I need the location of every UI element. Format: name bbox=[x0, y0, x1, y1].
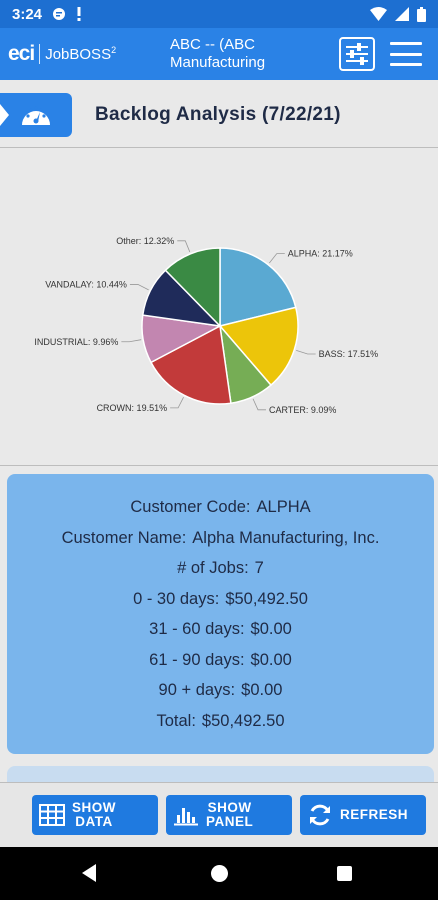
leader-line-alpha bbox=[269, 253, 285, 264]
customer-name-value: Alpha Manufacturing, Inc. bbox=[192, 528, 380, 547]
table-grid-icon bbox=[39, 804, 65, 826]
customer-details-panel: Customer Code: ALPHA Customer Name: Alpha … bbox=[7, 474, 434, 754]
customer-code-value: ALPHA bbox=[256, 498, 311, 516]
slice-label-other: Other: 12.32% bbox=[116, 236, 174, 246]
jobs-row: # of Jobs: 7 bbox=[7, 557, 434, 588]
refresh-label: REFRESH bbox=[340, 807, 409, 822]
total-value: $50,492.50 bbox=[201, 711, 285, 730]
speedometer-icon bbox=[22, 106, 50, 125]
alert-icon bbox=[77, 7, 81, 21]
slice-label-alpha: ALPHA: 21.17% bbox=[288, 249, 353, 259]
company-name: ABC -- (ABC Manufacturing bbox=[170, 36, 320, 72]
chat-notification-icon bbox=[53, 8, 66, 20]
customer-code-label: Customer Code: bbox=[130, 498, 251, 516]
show-data-line2: DATA bbox=[75, 814, 113, 829]
back-icon[interactable] bbox=[82, 864, 96, 882]
slice-label-carter: CARTER: 9.09% bbox=[269, 405, 336, 415]
pie-chart: ALPHA: 21.17% BASS: 17.51% CARTER: 9.09% CR… bbox=[0, 148, 438, 466]
app-header: eci JobBOSS2 ABC -- (ABC Manufacturing bbox=[0, 28, 438, 80]
slice-label-industrial: INDUSTRIAL: 9.96% bbox=[34, 337, 118, 347]
hamburger-menu-icon[interactable] bbox=[390, 40, 422, 68]
slice-label-bass: BASS: 17.51% bbox=[319, 349, 379, 359]
days-61-90-value: $0.00 bbox=[250, 650, 292, 669]
wifi-icon bbox=[370, 7, 387, 21]
days-90-plus-value: $0.00 bbox=[241, 681, 283, 699]
days-0-30-label: 0 - 30 days: bbox=[133, 589, 220, 608]
leader-line-crown bbox=[170, 397, 184, 409]
leader-line-industrial bbox=[121, 339, 142, 343]
leader-line-bass bbox=[296, 349, 316, 355]
title-bar: Backlog Analysis (7/22/21) bbox=[0, 80, 438, 148]
recent-apps-icon[interactable] bbox=[337, 866, 352, 881]
days-90-plus-row: 90 + days: $0.00 bbox=[7, 679, 434, 710]
android-nav-bar bbox=[0, 847, 438, 900]
customer-name-row: Customer Name: Alpha Manufacturing, Inc. bbox=[7, 527, 434, 558]
jobs-value: 7 bbox=[254, 559, 264, 577]
bar-chart-icon bbox=[174, 808, 198, 826]
days-61-90-row: 61 - 90 days: $0.00 bbox=[7, 649, 434, 680]
logo-eci: eci bbox=[8, 42, 35, 65]
days-0-30-value: $50,492.50 bbox=[225, 589, 308, 608]
dashboard-button[interactable] bbox=[0, 93, 72, 137]
refresh-button[interactable]: REFRESH bbox=[300, 795, 426, 835]
show-panel-line1: SHOW bbox=[207, 800, 252, 815]
jobs-label: # of Jobs: bbox=[177, 559, 249, 577]
days-31-60-label: 31 - 60 days: bbox=[149, 620, 245, 638]
leader-line-other bbox=[177, 240, 191, 253]
pie-chart-svg: ALPHA: 21.17% BASS: 17.51% CARTER: 9.09% CR… bbox=[34, 236, 379, 415]
jobboss-logo: eci JobBOSS2 bbox=[0, 42, 170, 66]
cell-signal-icon bbox=[395, 7, 409, 21]
leader-line-vandalay bbox=[129, 284, 149, 291]
show-data-line1: SHOW bbox=[72, 800, 116, 815]
sliders-icon bbox=[346, 43, 368, 65]
slice-label-crown: CROWN: 19.51% bbox=[97, 403, 168, 413]
company-line1: ABC -- (ABC bbox=[170, 36, 256, 53]
days-31-60-value: $0.00 bbox=[250, 620, 292, 638]
show-panel-line2: PANEL bbox=[206, 814, 254, 829]
pie-slice-bass[interactable] bbox=[218, 306, 299, 387]
page-title: Backlog Analysis (7/22/21) bbox=[95, 104, 341, 125]
days-31-60-row: 31 - 60 days: $0.00 bbox=[7, 618, 434, 649]
total-label: Total: bbox=[156, 711, 196, 730]
customer-code-row: Customer Code: ALPHA bbox=[7, 496, 434, 527]
company-line2: Manufacturing bbox=[170, 54, 266, 71]
home-icon[interactable] bbox=[211, 865, 228, 882]
days-90-plus-label: 90 + days: bbox=[158, 681, 236, 699]
logo-divider bbox=[39, 44, 41, 64]
customer-name-label: Customer Name: bbox=[61, 528, 187, 547]
chevron-right-icon bbox=[0, 104, 9, 126]
battery-icon bbox=[417, 6, 426, 22]
pie-slice-alpha[interactable] bbox=[219, 247, 297, 327]
logo-product-name: JobBOSS bbox=[45, 46, 112, 63]
logo-product-sup: 2 bbox=[111, 45, 117, 55]
days-61-90-label: 61 - 90 days: bbox=[149, 650, 245, 669]
refresh-icon bbox=[310, 804, 330, 826]
pie-slice-other[interactable] bbox=[164, 247, 221, 328]
filter-settings-button[interactable] bbox=[339, 37, 375, 71]
pie-slice-crown[interactable] bbox=[149, 324, 232, 405]
slice-label-vandalay: VANDALAY: 10.44% bbox=[45, 279, 127, 289]
total-row: Total: $50,492.50 bbox=[7, 710, 434, 741]
show-panel-button[interactable]: SHOW PANEL bbox=[166, 795, 292, 835]
leader-line-carter bbox=[252, 398, 266, 411]
show-data-button[interactable]: SHOW DATA bbox=[32, 795, 158, 835]
status-bar: 3:24 bbox=[0, 0, 438, 28]
days-0-30-row: 0 - 30 days: $50,492.50 bbox=[7, 588, 434, 619]
bottom-toolbar: SHOW DATA SHOW PANEL REFRESH bbox=[0, 782, 438, 847]
status-time: 3:24 bbox=[12, 5, 43, 23]
logo-product: JobBOSS2 bbox=[45, 45, 116, 63]
